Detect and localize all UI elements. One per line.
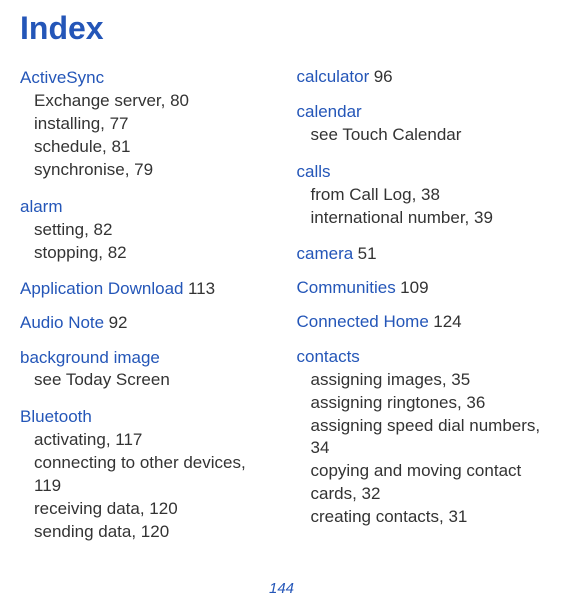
sub-item: assigning speed dial numbers, 34 <box>311 415 544 461</box>
page-title: Index <box>20 10 543 47</box>
entry-heading: background image <box>20 347 267 370</box>
page-ref: 96 <box>374 67 393 86</box>
index-entry: Bluetooth activating, 117 connecting to … <box>20 406 267 544</box>
entry-heading: ActiveSync <box>20 67 267 90</box>
sub-item: from Call Log, 38 <box>311 184 544 207</box>
index-entry: Audio Note 92 <box>20 313 267 333</box>
left-column: ActiveSync Exchange server, 80 installin… <box>20 67 267 558</box>
sub-item: connecting to other devices, 119 <box>34 452 267 498</box>
sub-item: see Today Screen <box>34 369 267 392</box>
entry-heading: Application Download <box>20 279 184 298</box>
sub-item: assigning images, 35 <box>311 369 544 392</box>
index-entry: Application Download 113 <box>20 279 267 299</box>
sub-items: assigning images, 35 assigning ringtones… <box>297 369 544 530</box>
sub-items: Exchange server, 80 installing, 77 sched… <box>20 90 267 182</box>
entry-heading: calendar <box>297 101 544 124</box>
entry-heading: calculator <box>297 67 370 86</box>
sub-item: activating, 117 <box>34 429 267 452</box>
index-entry: background image see Today Screen <box>20 347 267 393</box>
index-entry: Connected Home 124 <box>297 312 544 332</box>
entry-heading: contacts <box>297 346 544 369</box>
index-entry: contacts assigning images, 35 assigning … <box>297 346 544 530</box>
page-number: 144 <box>269 580 294 597</box>
page-ref: 113 <box>188 279 215 298</box>
sub-items: setting, 82 stopping, 82 <box>20 219 267 265</box>
page-ref: 124 <box>433 312 461 331</box>
index-entry: alarm setting, 82 stopping, 82 <box>20 196 267 265</box>
sub-item: schedule, 81 <box>34 136 267 159</box>
index-entry: calculator 96 <box>297 67 544 87</box>
sub-items: see Touch Calendar <box>297 124 544 147</box>
entry-heading: Audio Note <box>20 313 104 332</box>
sub-item: assigning ringtones, 36 <box>311 392 544 415</box>
sub-item: receiving data, 120 <box>34 498 267 521</box>
index-entry: camera 51 <box>297 244 544 264</box>
entry-heading: calls <box>297 161 544 184</box>
sub-items: from Call Log, 38 international number, … <box>297 184 544 230</box>
sub-item: Exchange server, 80 <box>34 90 267 113</box>
index-entry: calendar see Touch Calendar <box>297 101 544 147</box>
sub-item: installing, 77 <box>34 113 267 136</box>
page-ref: 51 <box>358 244 377 263</box>
index-columns: ActiveSync Exchange server, 80 installin… <box>20 67 543 558</box>
sub-items: activating, 117 connecting to other devi… <box>20 429 267 544</box>
page-ref: 92 <box>109 313 128 332</box>
right-column: calculator 96 calendar see Touch Calenda… <box>297 67 544 558</box>
sub-item: copying and moving contact cards, 32 <box>311 460 544 506</box>
entry-heading: camera <box>297 244 354 263</box>
index-entry: ActiveSync Exchange server, 80 installin… <box>20 67 267 182</box>
sub-item: setting, 82 <box>34 219 267 242</box>
entry-heading: alarm <box>20 196 267 219</box>
entry-heading: Communities <box>297 278 396 297</box>
sub-items: see Today Screen <box>20 369 267 392</box>
index-entry: calls from Call Log, 38 international nu… <box>297 161 544 230</box>
entry-heading: Bluetooth <box>20 406 267 429</box>
sub-item: sending data, 120 <box>34 521 267 544</box>
sub-item: stopping, 82 <box>34 242 267 265</box>
sub-item: creating contacts, 31 <box>311 506 544 529</box>
page-ref: 109 <box>400 278 428 297</box>
index-entry: Communities 109 <box>297 278 544 298</box>
entry-heading: Connected Home <box>297 312 429 331</box>
sub-item: international number, 39 <box>311 207 544 230</box>
sub-item: see Touch Calendar <box>311 124 544 147</box>
sub-item: synchronise, 79 <box>34 159 267 182</box>
